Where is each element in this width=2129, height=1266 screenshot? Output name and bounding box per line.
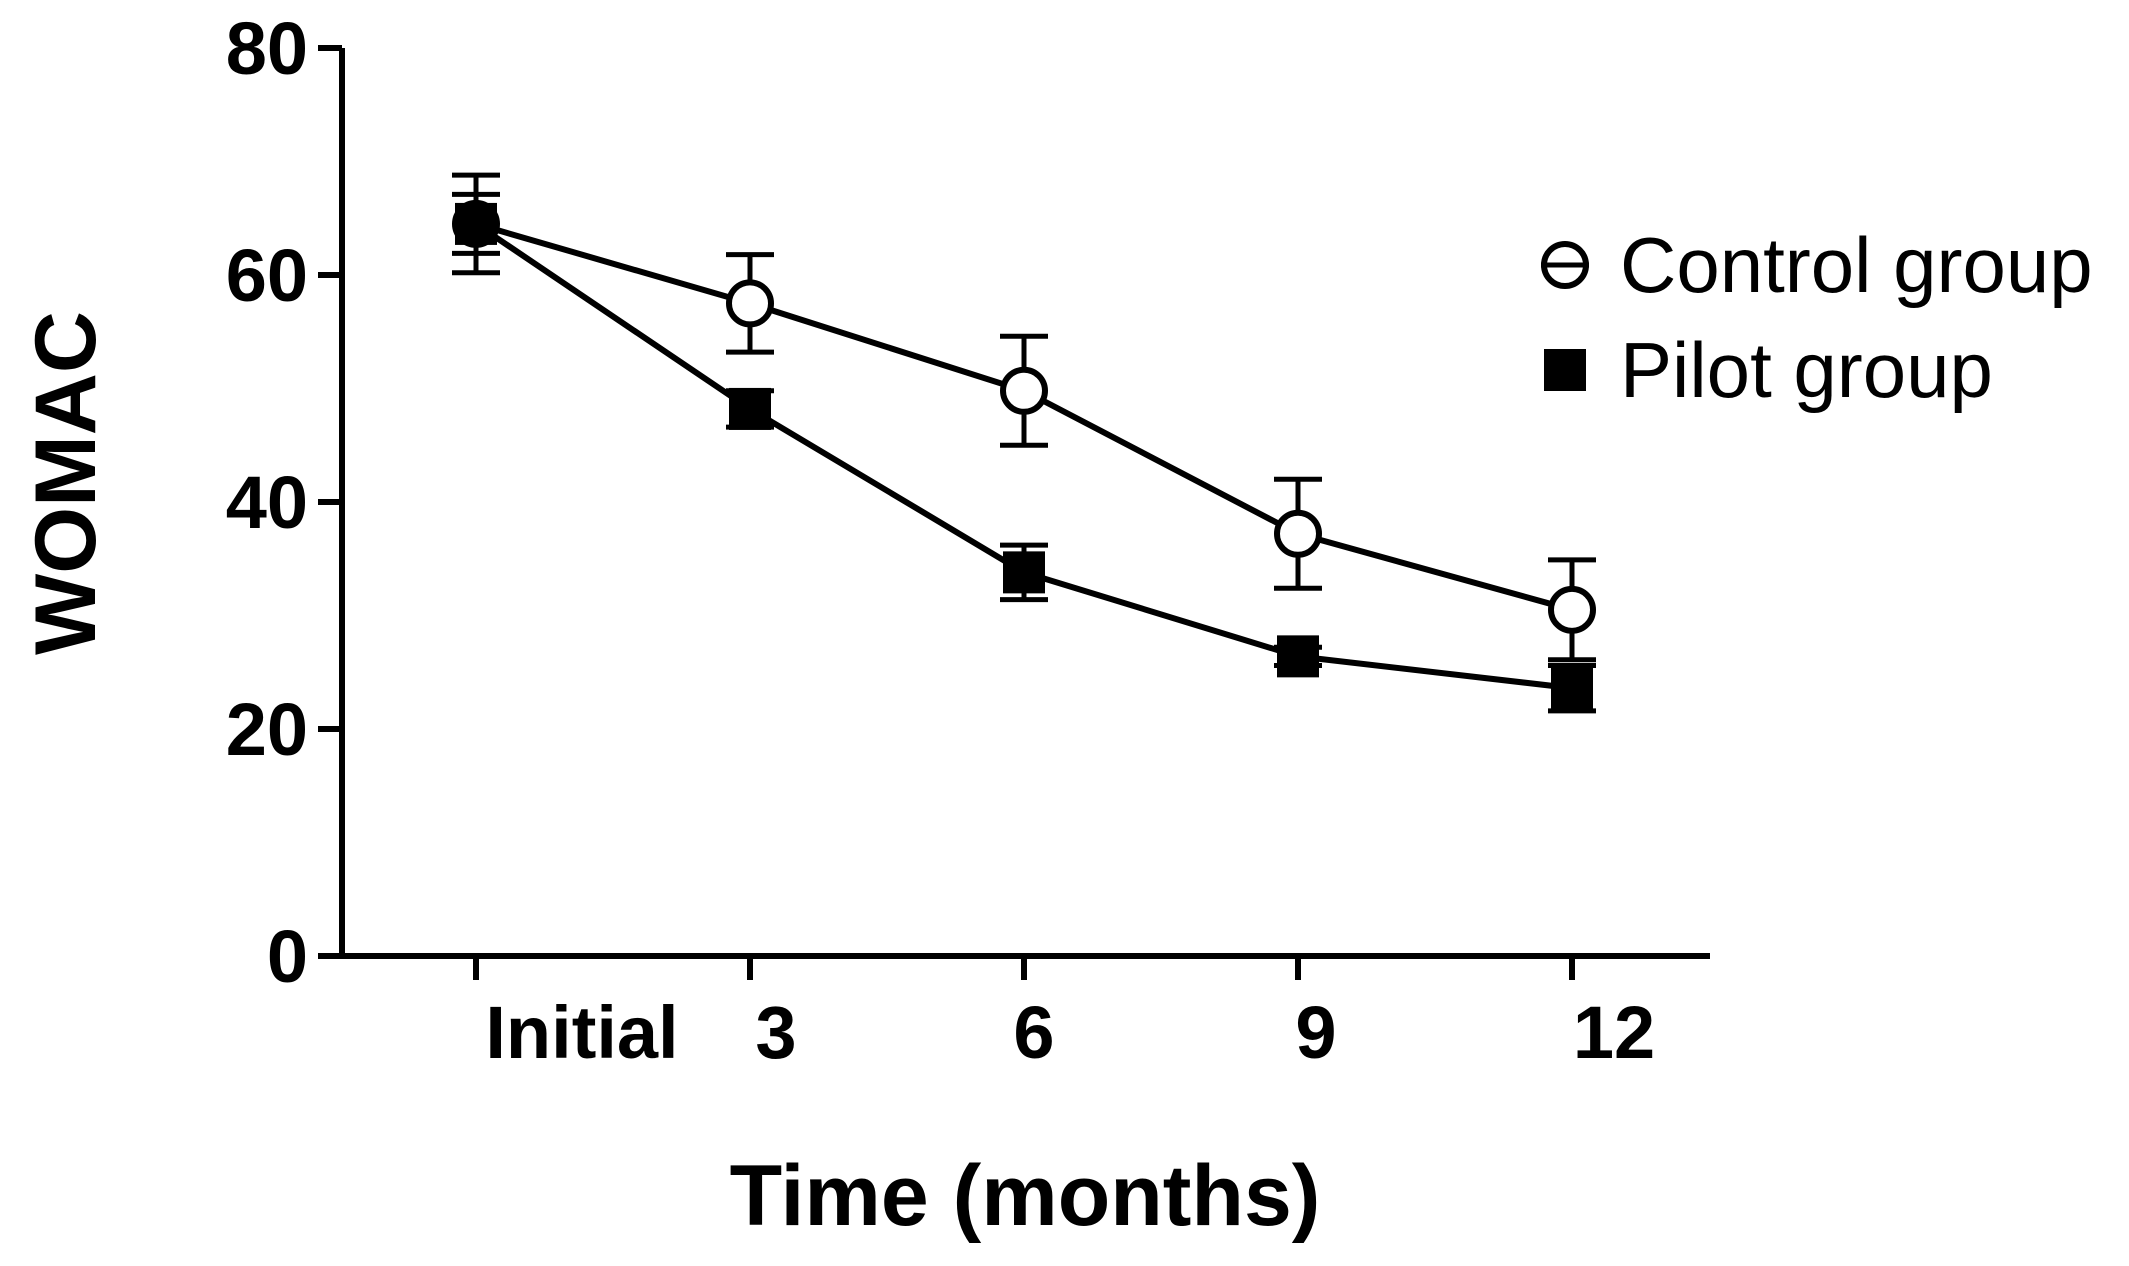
x-tick-label: 9 — [1295, 991, 1336, 1074]
series-line — [474, 221, 1573, 692]
data-point-circle — [726, 279, 774, 328]
data-point-circle — [1274, 509, 1322, 558]
legend-pilot-group-marker — [1544, 349, 1586, 391]
chart-legend: Control group Pilot group — [1541, 221, 2093, 414]
data-point-square — [455, 202, 497, 245]
y-tick-label: 40 — [226, 461, 308, 544]
y-tick-label: 80 — [226, 7, 308, 90]
data-point-square — [1277, 635, 1319, 678]
data-point-circle — [1000, 366, 1048, 415]
series-layer — [452, 172, 1596, 714]
data-point-circle — [1548, 585, 1596, 634]
y-tick-label: 20 — [226, 688, 308, 771]
y-tick-label: 60 — [226, 234, 308, 317]
series-pilot-group — [452, 191, 1596, 714]
data-point-square — [729, 387, 771, 430]
legend-control-group-label: Control group — [1620, 221, 2093, 309]
x-axis-title: Time (months) — [730, 1148, 1321, 1244]
y-axis-title: WOMAC — [18, 311, 114, 655]
data-point-square — [1003, 551, 1045, 594]
y-tick-label: 0 — [267, 915, 308, 998]
x-tick-label: Initial — [485, 991, 678, 1074]
x-tick-label: 12 — [1573, 991, 1655, 1074]
legend-pilot-group-label: Pilot group — [1620, 326, 1993, 414]
chart-axes: 0 20 40 60 80 Initial 3 6 9 12 — [226, 7, 1710, 1074]
data-point-square — [1551, 667, 1593, 710]
x-tick-label: 6 — [1013, 991, 1054, 1074]
x-tick-label: 3 — [755, 991, 796, 1074]
